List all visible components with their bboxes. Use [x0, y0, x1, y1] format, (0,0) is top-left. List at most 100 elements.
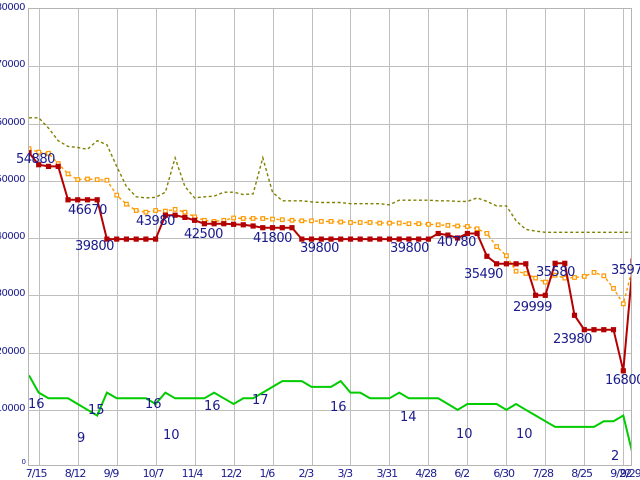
series-marker-min-price	[455, 235, 461, 241]
series-marker-min-price	[367, 236, 373, 242]
series-marker-min-price	[289, 225, 295, 231]
series-marker-avg-price	[435, 222, 441, 228]
series-marker-avg-price	[46, 150, 51, 156]
y-axis-tick-label: 60000	[0, 116, 26, 128]
shop-count-point-label: 2	[611, 449, 620, 464]
series-marker-min-price	[533, 292, 539, 298]
series-marker-avg-price	[572, 275, 577, 280]
series-marker-min-price	[328, 236, 334, 242]
series-marker-avg-price	[289, 217, 295, 223]
series-marker-avg-price	[309, 218, 314, 224]
x-axis-tick-label: 11/4	[181, 467, 204, 480]
series-marker-avg-price	[406, 221, 412, 227]
series-marker-min-price	[445, 232, 451, 238]
x-axis-tick-label: 8/25	[571, 467, 593, 480]
plot-area	[28, 8, 632, 466]
series-marker-avg-price	[104, 177, 110, 183]
y-axis-tick-label: 30000	[0, 288, 26, 300]
x-axis-tick-label: 9/9	[103, 467, 120, 480]
min-price-point-label: 35580	[536, 265, 575, 280]
series-marker-avg-price	[94, 177, 100, 183]
series-marker-min-price	[610, 327, 617, 333]
series-marker-avg-price	[143, 209, 149, 215]
series-marker-min-price	[581, 327, 587, 333]
series-marker-avg-price	[445, 223, 451, 228]
series-marker-min-price	[591, 327, 597, 333]
min-price-point-label: 35490	[464, 267, 503, 282]
x-axis-tick-label: 8/12	[64, 467, 87, 480]
min-price-point-label: 16800	[605, 373, 640, 388]
x-axis-tick-label: 9/22	[610, 467, 632, 480]
gridline-horizontal	[29, 181, 631, 182]
series-marker-avg-price	[172, 207, 178, 212]
y-axis-tick-label: 0	[21, 458, 26, 466]
series-marker-min-price	[396, 236, 402, 242]
shop-count-point-label: 10	[456, 427, 473, 442]
series-marker-avg-price	[36, 149, 42, 155]
gridline-horizontal	[29, 124, 631, 125]
shop-count-point-label: 16	[204, 399, 221, 414]
series-marker-avg-price	[484, 231, 490, 236]
series-marker-min-price	[211, 221, 217, 227]
y-axis-tick-label: 70000	[0, 59, 26, 71]
series-marker-min-price	[114, 236, 120, 242]
series-marker-min-price	[172, 212, 178, 218]
series-marker-min-price	[386, 236, 393, 242]
shop-count-point-label: 9	[77, 431, 86, 446]
series-marker-avg-price	[29, 146, 32, 152]
x-axis-tick-label: 2/3	[298, 467, 315, 480]
series-line-shop-count	[29, 374, 631, 452]
series-marker-min-price	[503, 261, 509, 267]
series-marker-min-price	[464, 230, 470, 237]
series-marker-min-price	[299, 236, 305, 242]
series-marker-min-price	[435, 230, 441, 237]
series-marker-avg-price	[318, 219, 324, 224]
series-marker-avg-price	[114, 192, 120, 198]
series-marker-min-price	[513, 261, 519, 267]
series-marker-min-price	[29, 150, 32, 156]
series-marker-min-price	[523, 261, 529, 267]
gridline-horizontal	[29, 66, 631, 67]
series-line-min-price	[29, 152, 631, 372]
series-marker-avg-price	[523, 271, 529, 276]
series-marker-avg-price	[542, 279, 548, 285]
series-marker-avg-price	[465, 224, 470, 229]
series-marker-avg-price	[260, 216, 266, 221]
x-axis-tick-label: 3/3	[337, 467, 353, 480]
x-axis-tick-label: 12/2	[220, 467, 243, 480]
series-marker-min-price	[425, 236, 431, 242]
y-axis-tick-label: 80000	[0, 2, 26, 13]
series-marker-avg-price	[455, 223, 460, 229]
series-marker-avg-price	[552, 272, 558, 278]
series-marker-avg-price	[474, 226, 480, 232]
series-marker-min-price	[143, 236, 149, 242]
gridline-horizontal	[29, 410, 631, 411]
series-marker-min-price	[279, 225, 285, 231]
series-marker-min-price	[231, 221, 237, 227]
series-marker-min-price	[192, 217, 198, 223]
series-marker-min-price	[347, 236, 354, 242]
series-marker-min-price	[620, 368, 626, 374]
series-marker-min-price	[338, 236, 344, 242]
gridline-vertical	[234, 9, 235, 465]
series-marker-avg-price	[591, 270, 597, 275]
series-marker-min-price	[377, 236, 383, 242]
gridline-vertical	[467, 9, 468, 465]
gridline-vertical	[584, 9, 585, 465]
series-marker-min-price	[250, 223, 256, 229]
x-axis-tick-label: 9/29	[620, 467, 640, 480]
series-marker-min-price	[201, 221, 207, 227]
min-price-point-label: 29999	[513, 300, 552, 315]
series-line-max-price	[29, 117, 631, 233]
min-price-point-label: 23980	[553, 332, 592, 347]
series-marker-min-price	[260, 225, 266, 231]
series-marker-min-price	[104, 236, 110, 242]
y-axis-tick-label: 10000	[0, 402, 26, 414]
series-marker-avg-price	[338, 219, 344, 225]
min-price-point-label: 39800	[75, 239, 114, 254]
min-price-point-label: 40780	[437, 235, 476, 250]
x-axis-tick-label: 6/30	[493, 467, 515, 480]
series-marker-avg-price	[279, 217, 285, 223]
shop-count-point-label: 17	[252, 393, 269, 408]
gridline-horizontal	[29, 295, 631, 296]
